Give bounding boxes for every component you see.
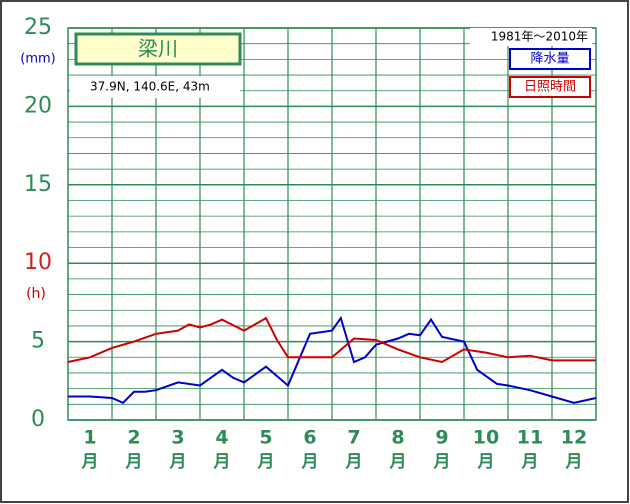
- y-tick-label: 10: [24, 250, 52, 275]
- x-tick-label: 6: [303, 427, 316, 449]
- x-tick-unit: 月: [301, 452, 319, 472]
- y-label-left: (mm): [20, 52, 55, 67]
- legend-label: 降水量: [530, 52, 569, 67]
- x-tick-unit: 月: [81, 452, 99, 472]
- legend-box: [509, 76, 591, 98]
- title-box: [74, 32, 242, 66]
- x-tick-unit: 月: [389, 452, 407, 472]
- y-tick-label: 5: [31, 329, 45, 354]
- legend-box: [509, 48, 591, 70]
- x-tick-label: 12: [561, 427, 587, 449]
- y-tick-label: 25: [24, 15, 52, 40]
- x-tick-unit: 月: [169, 452, 187, 472]
- x-tick-unit: 月: [433, 452, 451, 472]
- x-tick-label: 4: [215, 427, 228, 449]
- x-tick-unit: 月: [477, 452, 495, 472]
- x-tick-label: 7: [347, 427, 360, 449]
- chart-title: 梁川: [138, 37, 178, 61]
- legend-label: 日照時間: [524, 80, 576, 95]
- x-tick-unit: 月: [125, 452, 143, 472]
- subtitle-bg: [70, 76, 240, 98]
- x-tick-label: 11: [517, 427, 543, 449]
- x-tick-label: 5: [259, 427, 272, 449]
- x-tick-unit: 月: [257, 452, 275, 472]
- x-tick-label: 3: [171, 427, 184, 449]
- x-tick-unit: 月: [521, 452, 539, 472]
- y-tick-label: 15: [24, 172, 52, 197]
- y-tick-label: 20: [24, 93, 52, 118]
- x-tick-unit: 月: [565, 452, 583, 472]
- x-tick-label: 8: [391, 427, 404, 449]
- series-line: [68, 315, 597, 404]
- x-tick-unit: 月: [213, 452, 231, 472]
- x-tick-label: 10: [473, 427, 499, 449]
- x-tick-label: 2: [127, 427, 140, 449]
- x-tick-label: 9: [435, 427, 448, 449]
- x-tick-unit: 月: [345, 452, 363, 472]
- y-label-right: (h): [26, 286, 46, 302]
- series-line: [67, 316, 596, 364]
- x-tick-label: 1: [83, 427, 96, 449]
- subtitle: 37.9N, 140.6E, 43m: [90, 80, 210, 94]
- y-tick-label: 0: [31, 407, 45, 432]
- period-bg: [470, 28, 592, 46]
- period: 1981年～2010年: [491, 30, 588, 44]
